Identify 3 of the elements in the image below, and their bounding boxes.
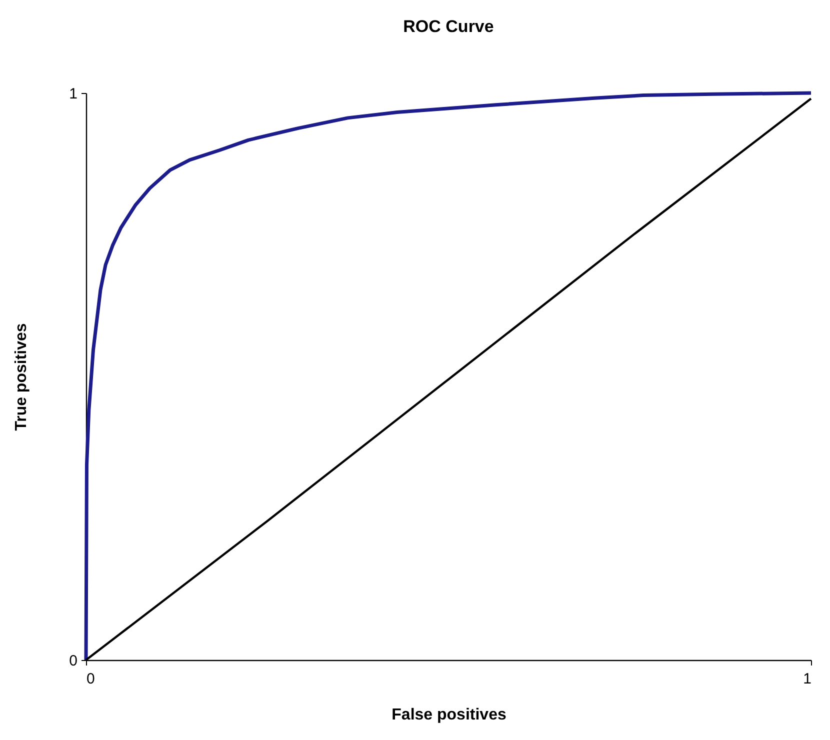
chart-title: ROC Curve (403, 17, 494, 36)
y-axis-title: True positives (13, 323, 30, 431)
x-axis-title: False positives (392, 706, 506, 724)
